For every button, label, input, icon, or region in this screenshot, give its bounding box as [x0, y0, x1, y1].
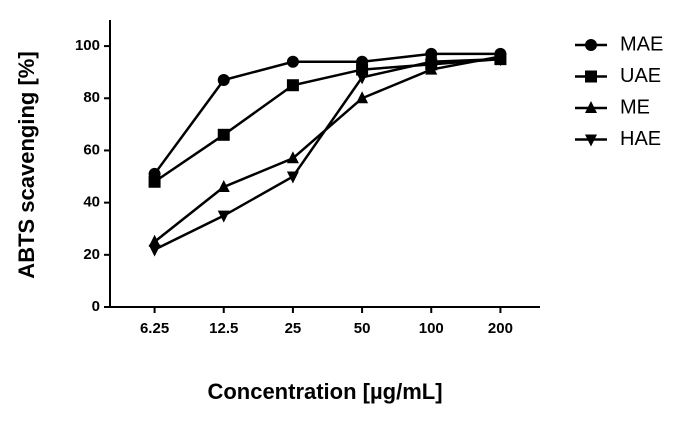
x-tick-label: 25	[285, 320, 302, 337]
legend-label: ME	[620, 96, 650, 118]
data-point	[356, 63, 369, 76]
data-point	[217, 74, 230, 87]
y-tick-label: 20	[83, 246, 100, 263]
data-point	[494, 54, 507, 67]
y-tick-label: 100	[75, 37, 100, 54]
y-axis-title: ABTS scavenging [%]	[14, 51, 39, 278]
legend-marker	[585, 134, 597, 147]
data-point	[286, 55, 299, 68]
data-point	[148, 234, 161, 247]
data-point	[217, 128, 230, 141]
y-tick-label: 80	[83, 89, 100, 106]
legend-marker	[585, 70, 597, 83]
data-point	[148, 175, 161, 188]
legend-marker	[585, 39, 597, 51]
x-axis-title: Concentration [µg/mL]	[207, 379, 442, 404]
x-tick-label: 100	[419, 320, 444, 337]
x-tick-label: 12.5	[209, 320, 238, 337]
data-point	[286, 171, 299, 184]
y-tick-label: 40	[83, 194, 100, 211]
x-tick-label: 200	[488, 320, 513, 337]
data-point	[425, 56, 438, 69]
series-line	[153, 57, 501, 183]
data-point	[356, 72, 369, 85]
data-point	[217, 179, 230, 192]
legend-label: UAE	[620, 65, 661, 87]
y-tick-label: 0	[92, 298, 100, 315]
y-tick-label: 60	[83, 141, 100, 158]
data-point	[148, 244, 161, 257]
series-line	[153, 55, 501, 243]
data-point	[217, 210, 230, 223]
series-line	[154, 57, 501, 251]
legend-marker	[585, 101, 597, 113]
legend-label: HAE	[620, 128, 661, 150]
x-tick-label: 50	[354, 320, 371, 337]
legend-label: MAE	[620, 33, 663, 55]
data-point	[356, 91, 369, 104]
series-line	[153, 52, 501, 175]
data-point	[286, 79, 299, 92]
x-tick-label: 6.25	[140, 320, 169, 337]
data-point	[286, 151, 299, 164]
